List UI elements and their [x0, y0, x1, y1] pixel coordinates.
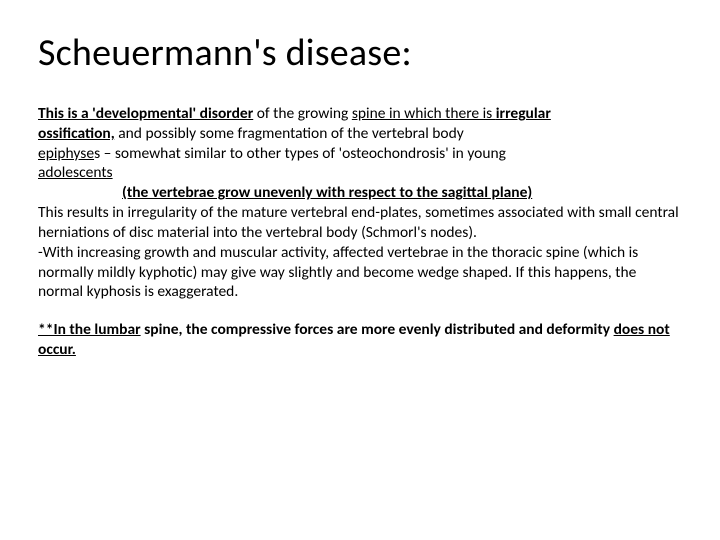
- slide-body: This is a 'developmental' disorder of th…: [38, 104, 682, 360]
- text-segment: spine, the compressive forces are m: [141, 320, 374, 339]
- slide-container: Scheuermann's disease: This is a 'develo…: [0, 0, 720, 360]
- paragraph-6: This results in irregularity of the matu…: [38, 203, 682, 243]
- text-segment: epiphyse: [38, 144, 94, 163]
- text-segment: (the vertebrae grow unevenly with respec…: [122, 183, 532, 202]
- text-segment: of the growing: [253, 104, 352, 123]
- paragraph-line-1: This is a 'developmental' disorder of th…: [38, 104, 682, 124]
- paragraph-8: **In the lumbar spine, the compressive f…: [38, 320, 682, 360]
- spacer: [38, 302, 682, 320]
- text-segment: spine in which there is: [352, 104, 496, 123]
- paragraph-7: -With increasing growth and muscular act…: [38, 243, 682, 302]
- slide-title: Scheuermann's disease:: [38, 30, 682, 76]
- text-segment: s – somewhat similar to other types of '…: [94, 144, 506, 163]
- paragraph-line-3: epiphyses – somewhat similar to other ty…: [38, 144, 682, 164]
- paragraph-line-5: (the vertebrae grow unevenly with respec…: [38, 183, 682, 203]
- paragraph-line-4: adolescents: [38, 163, 682, 183]
- text-segment: and possibly some fragmentation of the v…: [115, 124, 464, 143]
- text-segment: adolescents: [38, 163, 113, 182]
- paragraph-line-2: ossification, and possibly some fragment…: [38, 124, 682, 144]
- text-segment: This is a 'developmental' disorder: [38, 104, 253, 123]
- text-segment: **In the lumbar: [38, 320, 141, 339]
- text-segment: irregular: [496, 104, 551, 123]
- text-segment: ossification,: [38, 124, 115, 143]
- text-segment: ore evenly distributed and deformity: [374, 320, 614, 339]
